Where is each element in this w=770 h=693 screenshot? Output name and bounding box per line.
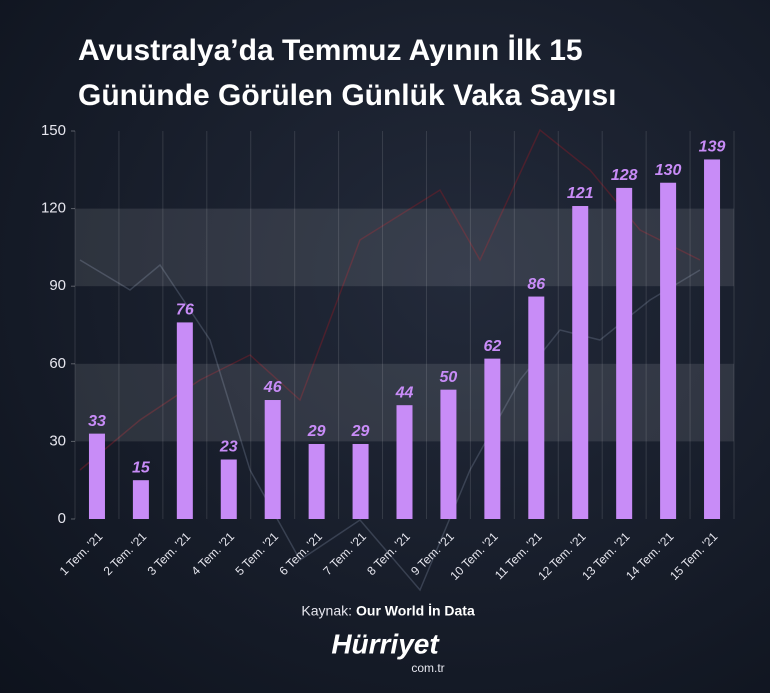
source-label: Kaynak: [301,603,352,619]
bar [396,405,413,519]
value-label: 23 [219,439,238,456]
bar [220,459,237,519]
value-label: 29 [307,423,326,440]
bar [660,182,677,519]
y-tick-label: 60 [49,355,66,372]
value-label: 46 [263,379,282,396]
bar [484,358,501,519]
chart-title: Gününde Görülen Günlük Vaka Sayısı [78,79,616,112]
decor-line [79,259,701,592]
bar [528,296,545,519]
value-label: 50 [440,369,458,386]
source-name: Our World İn Data [356,603,475,619]
y-tick-label: 90 [49,277,66,294]
bar [352,443,369,519]
bar [264,400,281,519]
value-label: 15 [132,459,151,476]
value-label: 139 [699,139,726,156]
value-label: 62 [483,338,501,355]
bar [308,443,325,519]
brand-name: Hürriyet [331,628,440,659]
bar [440,389,457,519]
bar [88,433,105,519]
bar [572,206,589,519]
y-tick-label: 30 [49,432,66,449]
grid-band [75,208,734,287]
y-tick-label: 150 [41,122,66,139]
bar [132,480,149,519]
bar [616,187,633,519]
bar [704,159,721,519]
y-tick-label: 120 [41,200,66,217]
y-tick-label: 0 [58,510,66,527]
brand-domain: com.tr [411,661,444,675]
value-label: 44 [395,384,414,401]
value-label: 29 [351,423,370,440]
chart-title: Avustralya’da Temmuz Ayının İlk 15 [78,34,583,67]
value-label: 33 [88,413,106,430]
value-label: 86 [527,276,545,293]
value-label: 121 [567,185,594,202]
decor-line [79,128,701,471]
value-label: 76 [176,302,194,319]
value-label: 130 [655,162,682,179]
bar [176,322,193,519]
value-label: 128 [611,167,638,184]
